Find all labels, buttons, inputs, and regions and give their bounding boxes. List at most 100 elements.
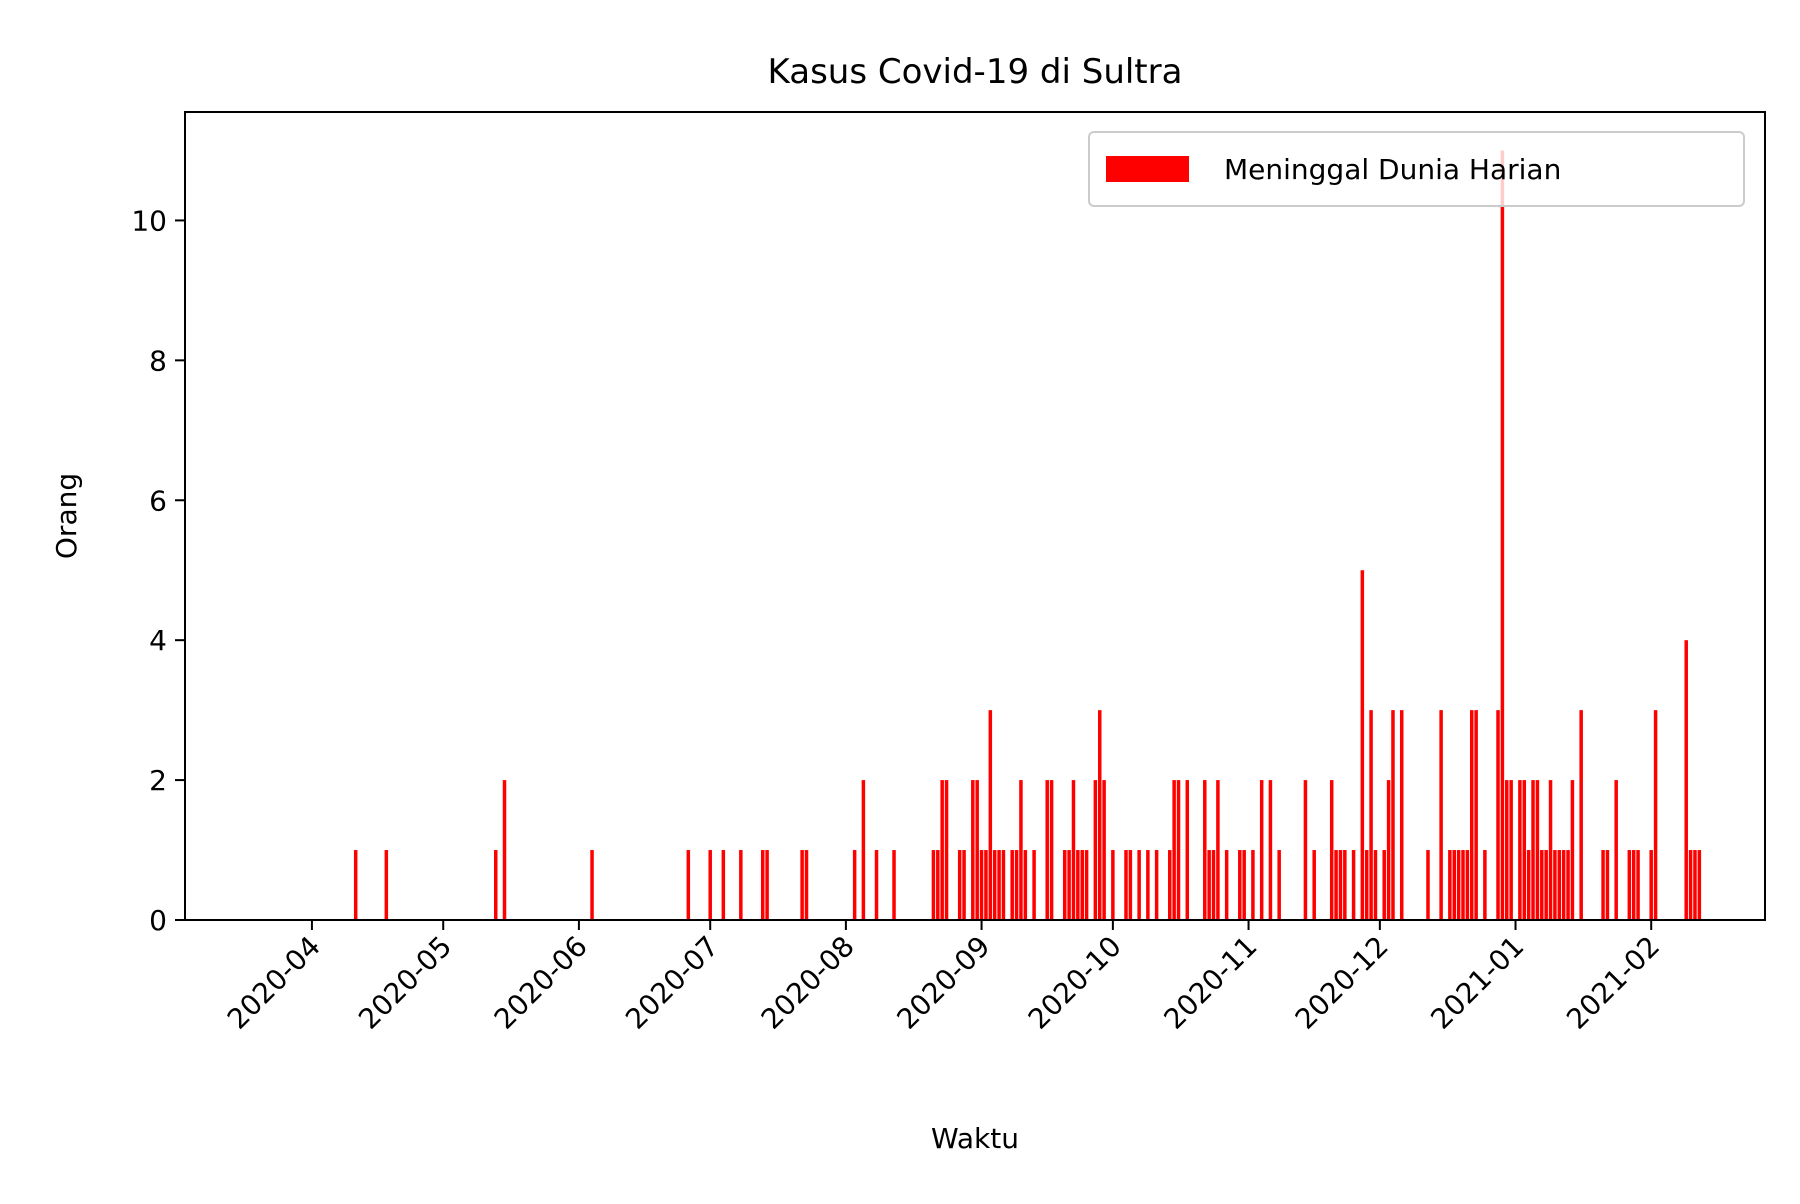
bar-108: [1566, 850, 1570, 920]
legend-label: Meninggal Dunia Harian: [1224, 153, 1561, 186]
bar-68: [1303, 780, 1308, 920]
bar-111: [1601, 850, 1605, 920]
bar-10: [765, 850, 769, 920]
bar-42: [1080, 850, 1084, 920]
bar-22: [962, 850, 966, 920]
bar-21: [957, 850, 962, 920]
bar-34: [1023, 850, 1028, 920]
bar-55: [1176, 780, 1181, 920]
bar-58: [1207, 850, 1211, 920]
bar-72: [1338, 850, 1343, 920]
legend-swatch: [1106, 156, 1189, 182]
bar-93: [1496, 710, 1500, 920]
bar-120: [1688, 850, 1693, 920]
y-tick-label: 4: [149, 624, 167, 657]
bar-100: [1531, 780, 1535, 920]
bar-37: [1049, 780, 1054, 920]
bar-69: [1312, 850, 1316, 920]
bar-59: [1211, 850, 1216, 920]
bar-8: [739, 850, 743, 920]
bar-5: [686, 850, 691, 920]
bar-12: [804, 850, 809, 920]
bar-97: [1518, 780, 1522, 920]
bar-27: [988, 710, 993, 920]
bar-11: [800, 850, 804, 920]
bar-117: [1649, 850, 1653, 920]
bar-86: [1452, 850, 1456, 920]
x-axis-label: Waktu: [931, 1122, 1019, 1155]
bar-40: [1071, 780, 1076, 920]
bar-116: [1636, 850, 1640, 920]
bar-57: [1203, 780, 1207, 920]
bar-17: [931, 850, 936, 920]
bar-121: [1693, 850, 1697, 920]
bar-113: [1614, 780, 1618, 920]
bar-6: [708, 850, 712, 920]
legend: Meninggal Dunia Harian: [1088, 131, 1745, 207]
bar-110: [1579, 710, 1583, 920]
bar-29: [997, 850, 1001, 920]
y-tick-label: 10: [131, 204, 167, 237]
bar-106: [1557, 850, 1562, 920]
bar-18: [936, 850, 940, 920]
bar-79: [1382, 850, 1386, 920]
bar-82: [1399, 710, 1404, 920]
bar-95: [1505, 780, 1509, 920]
bar-30: [1001, 850, 1006, 920]
bar-43: [1084, 850, 1089, 920]
bar-2: [494, 850, 498, 920]
bar-83: [1426, 850, 1430, 920]
bar-119: [1684, 640, 1688, 920]
bar-47: [1111, 850, 1115, 920]
bar-39: [1067, 850, 1071, 920]
bar-53: [1168, 850, 1172, 920]
plot-frame: [184, 111, 1766, 921]
bar-107: [1561, 850, 1566, 920]
bar-114: [1627, 850, 1632, 920]
bar-122: [1697, 850, 1702, 920]
bar-54: [1172, 780, 1176, 920]
bar-0: [353, 850, 358, 920]
bar-77: [1369, 710, 1373, 920]
bar-96: [1509, 780, 1513, 920]
bar-102: [1540, 850, 1544, 920]
bar-73: [1343, 850, 1347, 920]
bar-67: [1277, 850, 1281, 920]
bar-38: [1062, 850, 1067, 920]
bar-56: [1185, 780, 1190, 920]
bar-44: [1093, 780, 1098, 920]
bar-75: [1360, 570, 1365, 920]
bar-25: [979, 850, 984, 920]
bars-group: [353, 150, 1702, 921]
chart-title: Kasus Covid-19 di Sultra: [768, 52, 1183, 92]
bar-74: [1351, 850, 1356, 920]
bar-49: [1128, 850, 1133, 920]
bar-19: [940, 780, 944, 920]
bar-23: [971, 780, 975, 920]
y-tick-label: 6: [149, 484, 167, 517]
bar-65: [1259, 780, 1264, 920]
bar-24: [975, 780, 979, 920]
bar-103: [1544, 850, 1548, 920]
y-tick-label: 2: [149, 764, 167, 797]
bar-14: [861, 780, 866, 920]
bar-36: [1045, 780, 1049, 920]
bar-89: [1465, 850, 1470, 920]
bar-84: [1439, 710, 1443, 920]
bar-31: [1010, 850, 1014, 920]
bar-46: [1102, 780, 1106, 920]
bar-76: [1364, 850, 1369, 920]
bar-64: [1251, 850, 1255, 920]
bar-35: [1032, 850, 1036, 920]
bar-13: [852, 850, 857, 920]
bar-115: [1631, 850, 1636, 920]
bar-60: [1216, 780, 1220, 920]
bar-41: [1076, 850, 1080, 920]
bar-51: [1146, 850, 1150, 920]
bar-50: [1137, 850, 1141, 920]
legend-box: [1088, 131, 1745, 207]
bar-16: [892, 850, 896, 920]
bar-78: [1373, 850, 1378, 920]
